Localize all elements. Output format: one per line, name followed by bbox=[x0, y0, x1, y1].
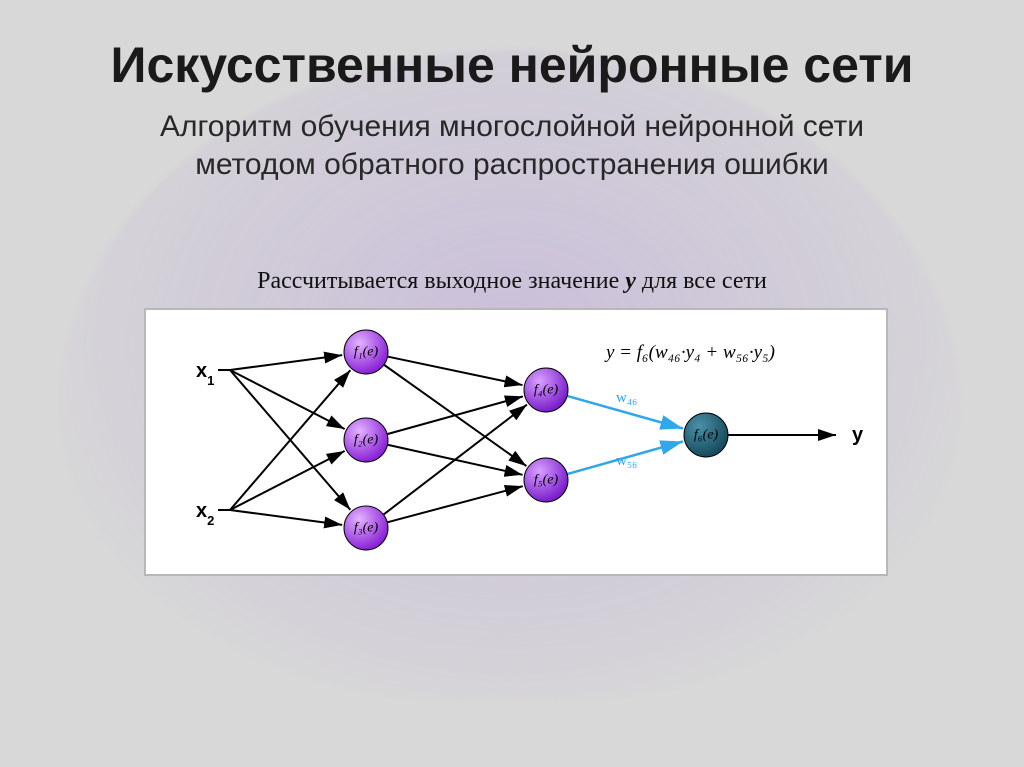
slide: Искусственные нейронные сети Алгоритм об… bbox=[0, 0, 1024, 767]
svg-text:f₅(e): f₅(e) bbox=[534, 473, 559, 488]
svg-text:f₆(e): f₆(e) bbox=[694, 428, 719, 443]
svg-text:w₅₆: w₅₆ bbox=[616, 453, 637, 469]
svg-text:f₃(e): f₃(e) bbox=[354, 521, 379, 536]
slide-subtitle: Алгоритм обучения многослойной нейронной… bbox=[0, 108, 1024, 183]
network-diagram: w₄₆ w₅₆ y x1 x2 f₁(e) f₂(e) f₃(e) f₄(e) f₅(e) f₆(e… bbox=[144, 308, 888, 576]
caption-pre: Рассчитывается выходное значение bbox=[257, 268, 625, 294]
svg-text:f₄(e): f₄(e) bbox=[534, 383, 559, 398]
caption-variable: y bbox=[625, 268, 636, 294]
network-svg: w₄₆ w₅₆ y x1 x2 f₁(e) f₂(e) f₃(e) f₄(e) f₅(e) f₆(e… bbox=[146, 310, 886, 574]
svg-text:x1: x1 bbox=[196, 360, 214, 388]
svg-text:f₂(e): f₂(e) bbox=[354, 433, 379, 448]
diagram-caption: Рассчитывается выходное значение y для в… bbox=[0, 268, 1024, 295]
slide-title: Искусственные нейронные сети bbox=[0, 36, 1024, 94]
caption-post: для все сети bbox=[636, 268, 767, 294]
svg-text:x2: x2 bbox=[196, 500, 214, 528]
svg-text:y = f₆(w₄₆·y₄ + w₅₆·y₅): y = f₆(w₄₆·y₄ + w₅₆·y₅) bbox=[604, 342, 775, 363]
svg-text:w₄₆: w₄₆ bbox=[616, 390, 637, 406]
subtitle-line-1: Алгоритм обучения многослойной нейронной… bbox=[160, 110, 864, 143]
subtitle-line-2: методом обратного распространения ошибки bbox=[195, 148, 829, 181]
svg-text:y: y bbox=[852, 424, 864, 446]
svg-text:f₁(e): f₁(e) bbox=[354, 345, 379, 360]
